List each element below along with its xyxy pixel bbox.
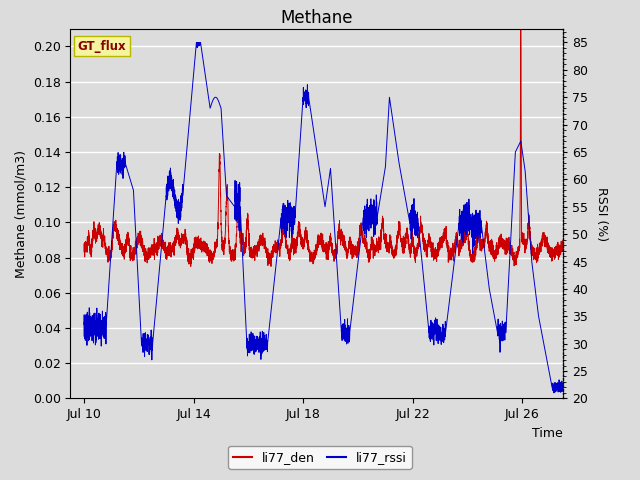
Y-axis label: RSSI (%): RSSI (%) [595,187,607,240]
Legend: li77_den, li77_rssi: li77_den, li77_rssi [228,446,412,469]
X-axis label: Time: Time [532,427,563,440]
Title: Methane: Methane [280,9,353,27]
Text: GT_flux: GT_flux [78,40,127,53]
Y-axis label: Methane (mmol/m3): Methane (mmol/m3) [14,150,27,277]
